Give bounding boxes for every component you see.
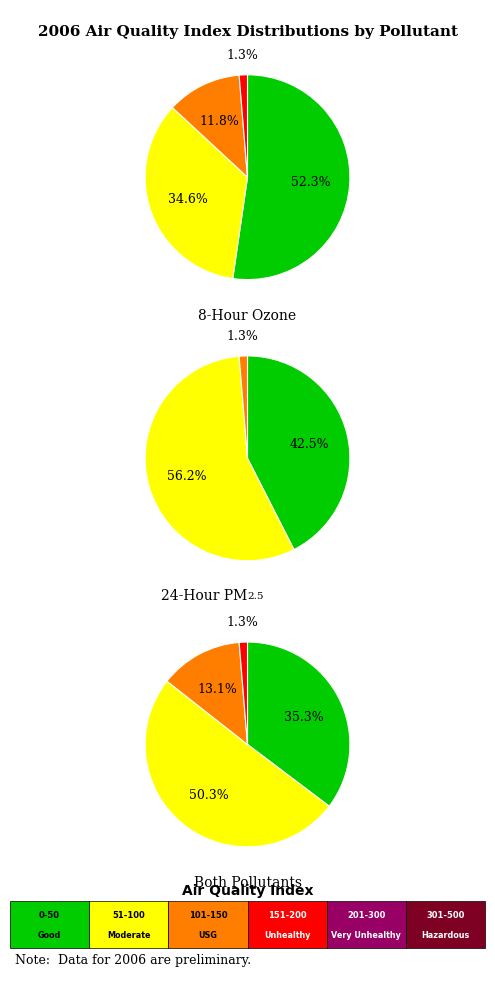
X-axis label: 8-Hour Ozone: 8-Hour Ozone [198, 309, 297, 323]
Bar [10, 901, 89, 948]
Text: Air Quality Index: Air Quality Index [182, 883, 313, 897]
Wedge shape [239, 75, 248, 179]
Text: 52.3%: 52.3% [291, 177, 331, 190]
Text: Moderate: Moderate [107, 930, 150, 939]
Text: 42.5%: 42.5% [290, 437, 329, 450]
Text: 1.3%: 1.3% [227, 330, 258, 343]
Wedge shape [239, 357, 248, 459]
Text: 201-300: 201-300 [347, 911, 386, 920]
Text: Unhealthy: Unhealthy [264, 930, 310, 939]
Text: 1.3%: 1.3% [227, 616, 258, 629]
Text: 151-200: 151-200 [268, 911, 306, 920]
Text: Hazardous: Hazardous [421, 930, 470, 939]
Text: 13.1%: 13.1% [198, 682, 238, 695]
Text: Very Unhealthy: Very Unhealthy [331, 930, 401, 939]
Wedge shape [145, 108, 248, 279]
Text: 2.5: 2.5 [248, 592, 264, 601]
Text: 0-50: 0-50 [39, 911, 60, 920]
X-axis label: Both Pollutants: Both Pollutants [194, 876, 301, 890]
Wedge shape [172, 76, 248, 179]
Text: 101-150: 101-150 [189, 911, 227, 920]
Bar [406, 901, 485, 948]
Wedge shape [248, 642, 350, 806]
Wedge shape [239, 642, 248, 744]
Text: 56.2%: 56.2% [167, 469, 206, 482]
Text: 2006 Air Quality Index Distributions by Pollutant: 2006 Air Quality Index Distributions by … [38, 25, 457, 39]
Wedge shape [145, 681, 329, 847]
Text: 34.6%: 34.6% [168, 193, 207, 206]
Text: 35.3%: 35.3% [285, 710, 324, 723]
Text: 11.8%: 11.8% [200, 114, 240, 127]
Wedge shape [145, 357, 294, 562]
Text: USG: USG [198, 930, 217, 939]
Text: 51-100: 51-100 [112, 911, 145, 920]
Bar [168, 901, 248, 948]
Text: 24-Hour PM: 24-Hour PM [161, 589, 248, 603]
Bar [248, 901, 327, 948]
Wedge shape [167, 643, 248, 744]
Bar [327, 901, 406, 948]
Text: Good: Good [38, 930, 61, 939]
Text: 301-500: 301-500 [426, 911, 465, 920]
Wedge shape [233, 75, 350, 280]
Text: Note:  Data for 2006 are preliminary.: Note: Data for 2006 are preliminary. [15, 953, 251, 966]
Wedge shape [248, 357, 350, 550]
Text: 50.3%: 50.3% [189, 788, 229, 801]
Bar [89, 901, 168, 948]
Text: 1.3%: 1.3% [227, 49, 258, 62]
